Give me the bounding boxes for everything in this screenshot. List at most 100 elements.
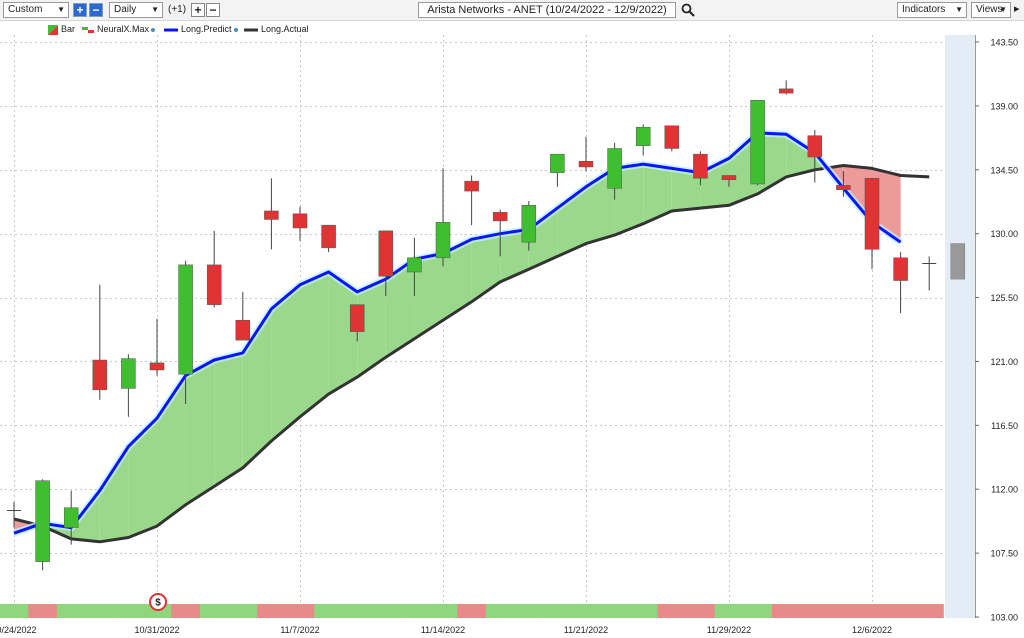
signal-cell — [714, 604, 744, 618]
signal-cell — [228, 604, 258, 618]
signal-cell — [428, 604, 458, 618]
candle-body — [492, 212, 508, 222]
settings-dot-icon[interactable] — [151, 27, 156, 32]
candle-body — [836, 185, 851, 190]
candle-body — [750, 99, 765, 185]
candle-body — [778, 88, 794, 94]
chevron-down-icon: ▼ — [151, 5, 159, 14]
y-tick-label: 121.00 — [990, 357, 1018, 367]
more-arrow-icon[interactable]: ▸ — [1014, 3, 1020, 15]
area-segment — [242, 308, 272, 468]
area-segment — [185, 360, 215, 505]
interval-select-value: Daily — [114, 4, 137, 15]
range-select-value: Custom — [8, 4, 43, 15]
x-tick-label: 11/7/2022 — [280, 625, 319, 635]
signal-cell — [371, 604, 401, 618]
area-segment — [643, 164, 672, 224]
legend-long-actual-label: Long.Actual — [261, 24, 309, 34]
interval-select[interactable]: Daily ▼ — [109, 2, 163, 18]
candle-body — [178, 264, 193, 375]
candle-body — [92, 359, 108, 391]
candle-body — [349, 304, 365, 332]
dividend-marker-icon[interactable]: $ — [149, 593, 167, 611]
legend-item-bar: Bar — [48, 22, 75, 36]
bar-swatch-icon — [48, 24, 58, 35]
candle-body — [464, 180, 479, 192]
zoom-in-button[interactable]: + — [73, 3, 87, 17]
candle-body — [321, 224, 336, 249]
views-select[interactable]: Views ▼ — [971, 2, 1011, 18]
signal-cell — [28, 604, 58, 618]
candle-body — [378, 230, 394, 277]
neuralx-swatch-icon — [82, 26, 94, 33]
signal-cell — [829, 604, 858, 618]
x-tick-label: 10/24/2022 — [0, 625, 37, 635]
legend-item-neuralx: NeuralX.Max — [82, 22, 156, 36]
candle-body — [235, 320, 251, 341]
x-tick-label: 12/6/2022 — [852, 625, 892, 635]
signal-cell — [114, 604, 143, 618]
candle-body — [435, 222, 451, 259]
area-segment — [128, 418, 157, 538]
signal-cell — [743, 604, 773, 618]
predict-line-swatch-icon — [164, 28, 178, 32]
signal-cell — [514, 604, 544, 618]
signal-cell — [771, 604, 801, 618]
area-segment — [671, 168, 701, 211]
area-segment — [214, 352, 243, 487]
candle-body — [264, 210, 279, 220]
svg-text:$: $ — [155, 598, 161, 609]
y-tick-label: 103.00 — [990, 613, 1018, 623]
chevron-down-icon: ▼ — [57, 5, 65, 14]
signal-cell — [485, 604, 515, 618]
candle-body — [407, 257, 422, 273]
candle-body — [550, 153, 565, 173]
area-segment — [786, 134, 815, 177]
settings-dot-icon[interactable] — [233, 27, 238, 32]
indicators-select[interactable]: Indicators ▼ — [897, 2, 967, 18]
search-icon[interactable] — [681, 3, 695, 17]
signal-cell — [314, 604, 344, 618]
candle-body — [149, 362, 165, 371]
candle-body — [121, 358, 136, 389]
forecast-bar — [950, 243, 966, 280]
symbol-title[interactable]: Arista Networks - ANET (10/24/2022 - 12/… — [418, 2, 676, 18]
candle-body — [578, 161, 594, 168]
area-segment — [471, 233, 501, 302]
y-tick-label: 116.50 — [991, 421, 1018, 431]
signal-cell — [686, 604, 715, 618]
price-axis: 143.50 139.00 134.50 130.00 125.50 121.00 116.… — [975, 38, 1018, 623]
chevron-down-icon: ▼ — [955, 5, 963, 14]
candle-body — [206, 264, 222, 305]
signal-cell — [543, 604, 572, 618]
candle-body — [864, 178, 880, 250]
legend-bar-label: Bar — [61, 24, 76, 34]
signal-cell — [199, 604, 229, 618]
signal-cell — [285, 604, 315, 618]
signal-cell — [657, 604, 687, 618]
area-segment — [328, 272, 358, 395]
add-offset-button[interactable]: + — [191, 3, 205, 17]
signal-cell — [85, 604, 115, 618]
signal-cell — [857, 604, 887, 618]
zoom-out-button[interactable]: − — [89, 3, 103, 17]
candle-body — [292, 213, 308, 229]
signal-cell — [571, 604, 601, 618]
y-tick-label: 125.50 — [990, 293, 1018, 303]
range-select[interactable]: Custom ▼ — [3, 2, 69, 18]
remove-offset-button[interactable]: − — [206, 3, 220, 17]
x-tick-label: 11/14/2022 — [421, 625, 465, 635]
legend-item-long-actual: Long.Actual — [244, 22, 309, 36]
y-tick-label: 139.00 — [990, 101, 1018, 111]
signal-cell — [457, 604, 487, 618]
candle-body — [807, 135, 823, 158]
forecast-band — [945, 35, 975, 618]
signal-strip — [0, 604, 944, 618]
signal-cell — [886, 604, 916, 618]
area-segment — [357, 279, 386, 378]
area-segment — [443, 239, 472, 321]
x-tick-label: 10/31/2022 — [134, 625, 179, 635]
signal-cell — [56, 604, 86, 618]
area-segment — [500, 229, 529, 282]
